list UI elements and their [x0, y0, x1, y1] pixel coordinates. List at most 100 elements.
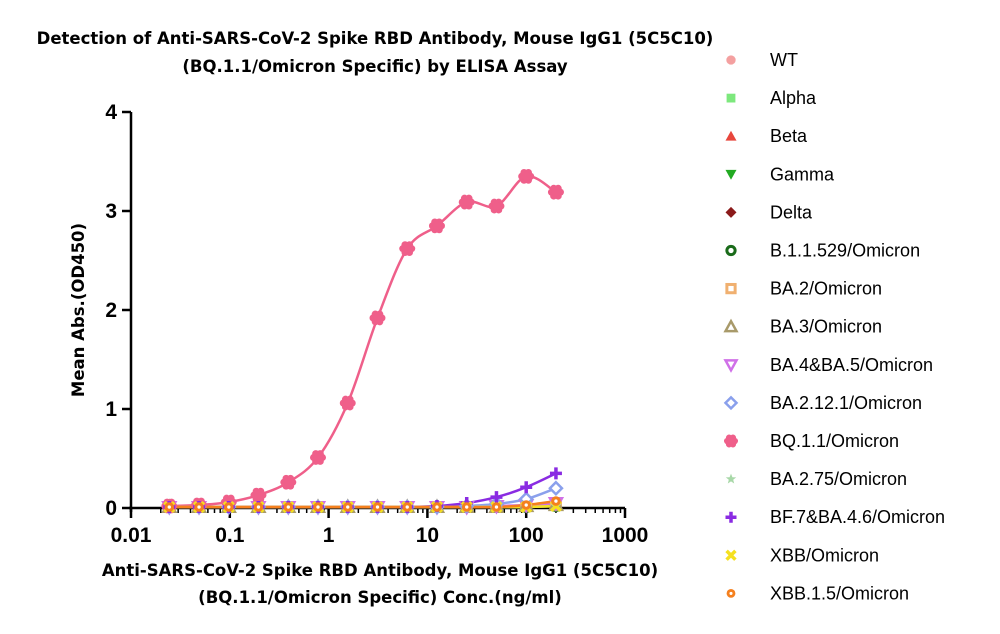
data-point-bq-1-1-omicron [250, 488, 266, 503]
data-point-bf-7-ba-4-6-omicron [550, 467, 562, 479]
x-tick-label: 10 [416, 524, 439, 547]
legend-item-wt: WT [726, 50, 798, 70]
legend-marker [726, 474, 736, 484]
y-axis-label: Mean Abs.(OD450) [69, 223, 88, 397]
legend-label: BQ.1.1/Omicron [770, 431, 899, 451]
legend-marker [726, 131, 737, 141]
legend: WT Alpha Beta Gamma Delta B.1.1.529/Omicron BA… [724, 50, 945, 603]
legend-item-ba-4-ba-5-omicron: BA.4&BA.5/Omicron [726, 355, 934, 375]
legend-label: BA.2.12.1/Omicron [770, 393, 922, 413]
legend-item-ba-2-75-omicron: BA.2.75/Omicron [726, 469, 907, 489]
marker-dot [554, 499, 557, 502]
legend-label: XBB.1.5/Omicron [770, 583, 909, 603]
legend-label: Delta [770, 202, 813, 222]
marker-dot [406, 505, 409, 508]
data-point-xbb-1-5-omicron [551, 496, 561, 506]
y-tick-label: 3 [105, 200, 117, 223]
chart-title: Detection of Anti-SARS-CoV-2 Spike RBD A… [37, 29, 714, 48]
legend-label: BF.7&BA.4.6/Omicron [770, 507, 945, 527]
flower-center [552, 188, 561, 197]
legend-marker [724, 435, 738, 448]
y-tick-label: 2 [105, 299, 117, 322]
flower-center [343, 399, 352, 408]
x-tick-label: 1 [323, 524, 335, 547]
marker-dot [465, 505, 468, 508]
marker-dot [525, 503, 528, 506]
data-point-xbb-1-5-omicron [313, 502, 323, 512]
legend-item-bf-7-ba-4-6-omicron: BF.7&BA.4.6/Omicron [726, 507, 946, 527]
marker-dot [495, 505, 498, 508]
legend-label: BA.2.75/Omicron [770, 469, 907, 489]
x-tick-label: 1000 [602, 524, 649, 547]
y-tick-label: 0 [105, 497, 117, 520]
data-point-xbb-1-5-omicron [254, 502, 264, 512]
flower-center [403, 244, 412, 253]
legend-item-ba-3-omicron: BA.3/Omicron [726, 317, 883, 337]
flower-center [314, 453, 323, 462]
legend-marker [727, 94, 736, 103]
data-point-xbb-1-5-omicron [194, 502, 204, 512]
data-point-xbb-1-5-omicron [164, 502, 174, 512]
legend-label: BA.4&BA.5/Omicron [770, 355, 933, 375]
legend-marker [727, 284, 735, 292]
marker-dot [168, 505, 171, 508]
legend-marker [726, 360, 737, 370]
marker-dot [435, 505, 438, 508]
legend-marker [726, 55, 735, 64]
legend-marker [726, 397, 737, 408]
data-point-ba-2-12-1-omicron [550, 482, 562, 494]
chart-subtitle: (BQ.1.1/Omicron Specific) by ELISA Assay [182, 57, 568, 76]
data-point-bq-1-1-omicron [459, 195, 475, 210]
x-tick-label: 0.01 [111, 524, 152, 547]
data-point-bf-7-ba-4-6-omicron [520, 481, 532, 493]
legend-marker [726, 512, 737, 523]
flower-center [373, 314, 382, 323]
legend-item-xbb-omicron: XBB/Omicron [727, 545, 879, 565]
flower-center [462, 198, 471, 207]
flower-center [492, 202, 501, 211]
legend-item-bq-1-1-omicron: BQ.1.1/Omicron [724, 431, 899, 451]
data-point-bq-1-1-omicron [369, 311, 385, 326]
flower-center [727, 437, 735, 445]
legend-label: Alpha [770, 88, 817, 108]
legend-marker [726, 321, 737, 331]
legend-item-ba-2-omicron: BA.2/Omicron [727, 279, 882, 299]
data-point-xbb-1-5-omicron [462, 502, 472, 512]
legend-label: Gamma [770, 164, 835, 184]
marker-dot [316, 505, 319, 508]
marker-dot [197, 505, 200, 508]
legend-item-gamma: Gamma [726, 164, 836, 184]
legend-label: B.1.1.529/Omicron [770, 241, 920, 261]
data-point-bq-1-1-omicron [280, 475, 296, 490]
elisa-chart: Detection of Anti-SARS-CoV-2 Spike RBD A… [0, 0, 1000, 634]
legend-item-beta: Beta [726, 126, 809, 146]
x-axis-label-line2: (BQ.1.1/Omicron Specific) Conc.(ng/ml) [198, 588, 562, 607]
flower-center [254, 491, 263, 500]
data-point-xbb-1-5-omicron [373, 502, 383, 512]
y-tick-label: 4 [105, 101, 117, 124]
legend-item-alpha: Alpha [727, 88, 817, 108]
data-point-xbb-1-5-omicron [402, 502, 412, 512]
marker-dot [257, 505, 260, 508]
legend-marker [727, 246, 735, 254]
legend-item-b-1-1-529-omicron: B.1.1.529/Omicron [727, 241, 920, 261]
data-point-bq-1-1-omicron [399, 241, 415, 256]
legend-item-ba-2-12-1-omicron: BA.2.12.1/Omicron [726, 393, 923, 413]
marker-dot [729, 592, 732, 595]
data-point-xbb-1-5-omicron [521, 500, 531, 510]
legend-marker [727, 551, 736, 560]
flower-center [284, 478, 293, 487]
x-tick-label: 100 [509, 524, 544, 547]
data-points [161, 169, 564, 513]
flower-center [433, 221, 442, 230]
legend-label: BA.3/Omicron [770, 317, 882, 337]
marker-dot [346, 505, 349, 508]
legend-marker [726, 207, 737, 218]
flower-center [522, 172, 531, 181]
legend-label: XBB/Omicron [770, 545, 879, 565]
data-point-bq-1-1-omicron [340, 396, 356, 411]
legend-item-xbb-1-5-omicron: XBB.1.5/Omicron [727, 583, 909, 603]
data-point-xbb-1-5-omicron [224, 502, 234, 512]
data-point-xbb-1-5-omicron [492, 502, 502, 512]
y-tick-label: 1 [105, 398, 117, 421]
